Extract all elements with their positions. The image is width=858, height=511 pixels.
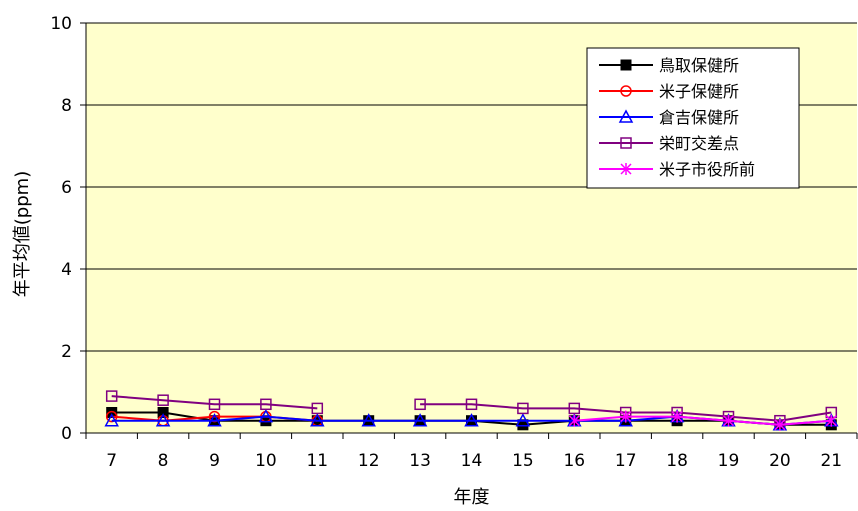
x-tick-label: 11: [306, 451, 328, 471]
x-tick-label: 20: [769, 451, 791, 471]
legend-item: 栄町交差点: [599, 134, 739, 153]
data-point: [361, 413, 376, 427]
data-point: [620, 137, 632, 149]
x-axis-ticks: 7 8 9 10 11 12 13 14 15 16 17 18 19 20 21: [85, 433, 858, 471]
data-point: [620, 163, 632, 175]
series-asterisk: [568, 410, 837, 431]
data-point: [208, 398, 221, 411]
data-point: [260, 398, 272, 411]
legend-item: 鳥取保健所: [599, 56, 739, 75]
data-point: [155, 413, 171, 427]
x-tick-label: 7: [106, 451, 117, 471]
data-point: [310, 413, 325, 427]
data-point: [104, 413, 119, 427]
data-point: [620, 85, 632, 97]
y-tick-label: 10: [50, 14, 72, 34]
data-point: [515, 413, 531, 427]
x-tick-label: 18: [666, 451, 688, 471]
y-tick-label: 0: [61, 424, 72, 444]
legend-item: 米子保健所: [599, 82, 739, 101]
legend-label: 米子保健所: [659, 82, 739, 101]
x-tick-label: 13: [409, 451, 431, 471]
y-tick-label: 2: [61, 342, 72, 362]
data-point: [311, 402, 324, 415]
data-point: [774, 418, 786, 431]
data-point: [671, 410, 683, 423]
data-point: [412, 413, 428, 427]
data-point: [825, 414, 837, 427]
y-tick-label: 4: [61, 260, 72, 280]
x-tick-label: 16: [563, 451, 585, 471]
data-point: [568, 402, 581, 415]
data-point: [620, 59, 632, 71]
data-point: [618, 109, 634, 123]
legend-label: 倉吉保健所: [659, 108, 739, 127]
legend-item: 倉吉保健所: [599, 108, 739, 127]
data-point: [157, 407, 169, 418]
data-point: [568, 414, 580, 427]
x-tick-label: 9: [209, 451, 220, 471]
legend-label: 米子市役所前: [659, 160, 755, 179]
y-axis-ticks: 0 2 4 6 8 10: [50, 14, 86, 444]
series-layer: [104, 390, 839, 431]
data-point: [105, 390, 118, 402]
y-tick-label: 6: [61, 178, 72, 198]
y-tick-label: 8: [61, 96, 72, 116]
data-point: [414, 398, 426, 411]
data-point: [207, 413, 222, 427]
x-tick-label: 10: [255, 451, 277, 471]
x-tick-label: 21: [820, 451, 842, 471]
y-axis-title: 年平均値(ppm): [12, 171, 33, 297]
data-point: [157, 394, 169, 406]
x-tick-label: 15: [512, 451, 534, 471]
x-tick-label: 14: [461, 451, 483, 471]
legend-item: 米子市役所前: [599, 160, 755, 179]
x-axis-title: 年度: [454, 487, 490, 508]
x-tick-label: 17: [615, 451, 637, 471]
data-point: [517, 402, 529, 415]
data-point: [620, 410, 632, 423]
series-line: [574, 415, 832, 426]
legend-label: 栄町交差点: [659, 134, 739, 153]
x-tick-label: 8: [158, 451, 169, 471]
series-line: [111, 395, 318, 410]
data-point: [465, 398, 478, 411]
x-tick-label: 19: [718, 451, 740, 471]
x-tick-label: 12: [358, 451, 380, 471]
data-point: [722, 414, 735, 427]
data-point: [464, 413, 479, 427]
data-point: [258, 409, 274, 423]
legend-label: 鳥取保健所: [659, 56, 739, 75]
